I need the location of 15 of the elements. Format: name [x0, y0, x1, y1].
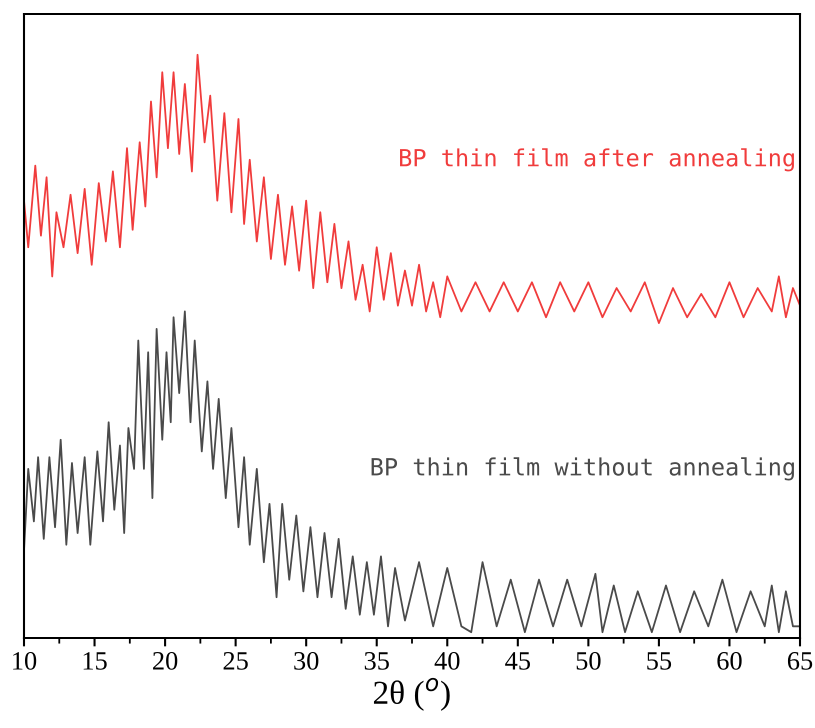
x-tick-label: 50 — [576, 652, 601, 670]
x-tick-label: 20 — [153, 652, 178, 670]
x-tick-label: 15 — [84, 652, 107, 670]
x-tick-label: 30 — [294, 652, 318, 670]
text: BP thin film after annealing — [400, 148, 794, 172]
x-tick-label: 65 — [788, 652, 812, 670]
x-tick-label: 60 — [717, 652, 742, 670]
x-tick-label: 45 — [505, 652, 530, 670]
x-tick-label: 40 — [434, 652, 460, 670]
text: BP thin film without annealing — [372, 457, 794, 480]
x-tick-label: 25 — [224, 652, 248, 670]
x-tick-label: 35 — [364, 652, 389, 670]
x-tick-label: 10 — [13, 652, 36, 670]
x-tick-label: 55 — [647, 652, 672, 670]
x-axis-title: 2θ ($^{o}$) — [374, 678, 450, 711]
